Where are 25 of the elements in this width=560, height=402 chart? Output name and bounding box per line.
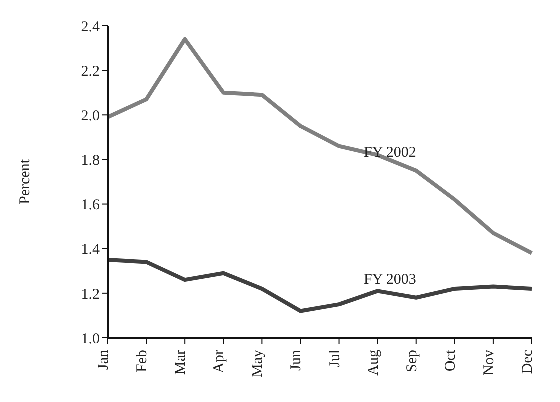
line-series — [106, 258, 534, 314]
x-tick-label: Jun — [288, 350, 305, 371]
x-tick-label: Feb — [134, 350, 151, 372]
y-tick-label: 1.6 — [81, 198, 100, 214]
line-series — [106, 37, 534, 256]
x-tick-label: May — [250, 350, 266, 378]
x-tick-label: Dec — [520, 350, 536, 374]
x-tick-label: Oct — [442, 349, 459, 372]
y-tick-label: 1.0 — [81, 331, 100, 348]
x-tick-label: Jan — [96, 350, 112, 370]
y-tick-label: 1.8 — [81, 153, 100, 170]
y-tick-label: 1.4 — [81, 242, 100, 258]
y-tick-label: 2.0 — [81, 108, 100, 124]
y-tick-label: 2.4 — [81, 19, 100, 36]
x-tick-label: Sep — [404, 350, 420, 372]
y-axis-title: Percent — [17, 158, 34, 204]
y-tick-label: 1.2 — [81, 286, 100, 303]
x-tick-label: Aug — [366, 350, 382, 376]
series-label: FY 2002 — [364, 144, 416, 161]
series-label: FY 2003 — [364, 272, 416, 288]
y-tick-label: 2.2 — [81, 64, 100, 80]
x-tick-label: Mar — [173, 350, 190, 375]
x-tick-label: Apr — [212, 350, 228, 374]
x-tick-label: Nov — [481, 350, 498, 376]
x-tick-label: Jul — [327, 350, 344, 368]
